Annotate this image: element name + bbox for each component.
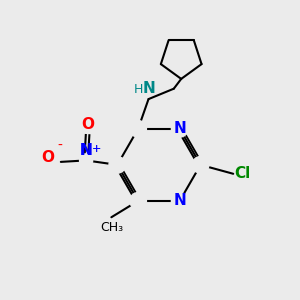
Text: N: N [142,80,155,95]
Text: N: N [173,121,186,136]
Circle shape [171,121,188,137]
Text: Cl: Cl [235,166,251,181]
Text: -: - [57,138,62,152]
Text: +: + [92,144,101,154]
Circle shape [80,154,93,167]
Text: H: H [134,82,143,95]
Circle shape [130,193,146,209]
Text: O: O [81,117,94,132]
Circle shape [192,157,209,173]
Text: CH₃: CH₃ [100,221,123,234]
Text: N: N [80,143,92,158]
Text: +: + [92,144,101,154]
Circle shape [109,157,126,173]
Text: O: O [41,150,54,165]
Text: N: N [173,194,186,208]
Text: N: N [80,143,92,158]
Circle shape [171,193,188,209]
Circle shape [130,121,146,137]
